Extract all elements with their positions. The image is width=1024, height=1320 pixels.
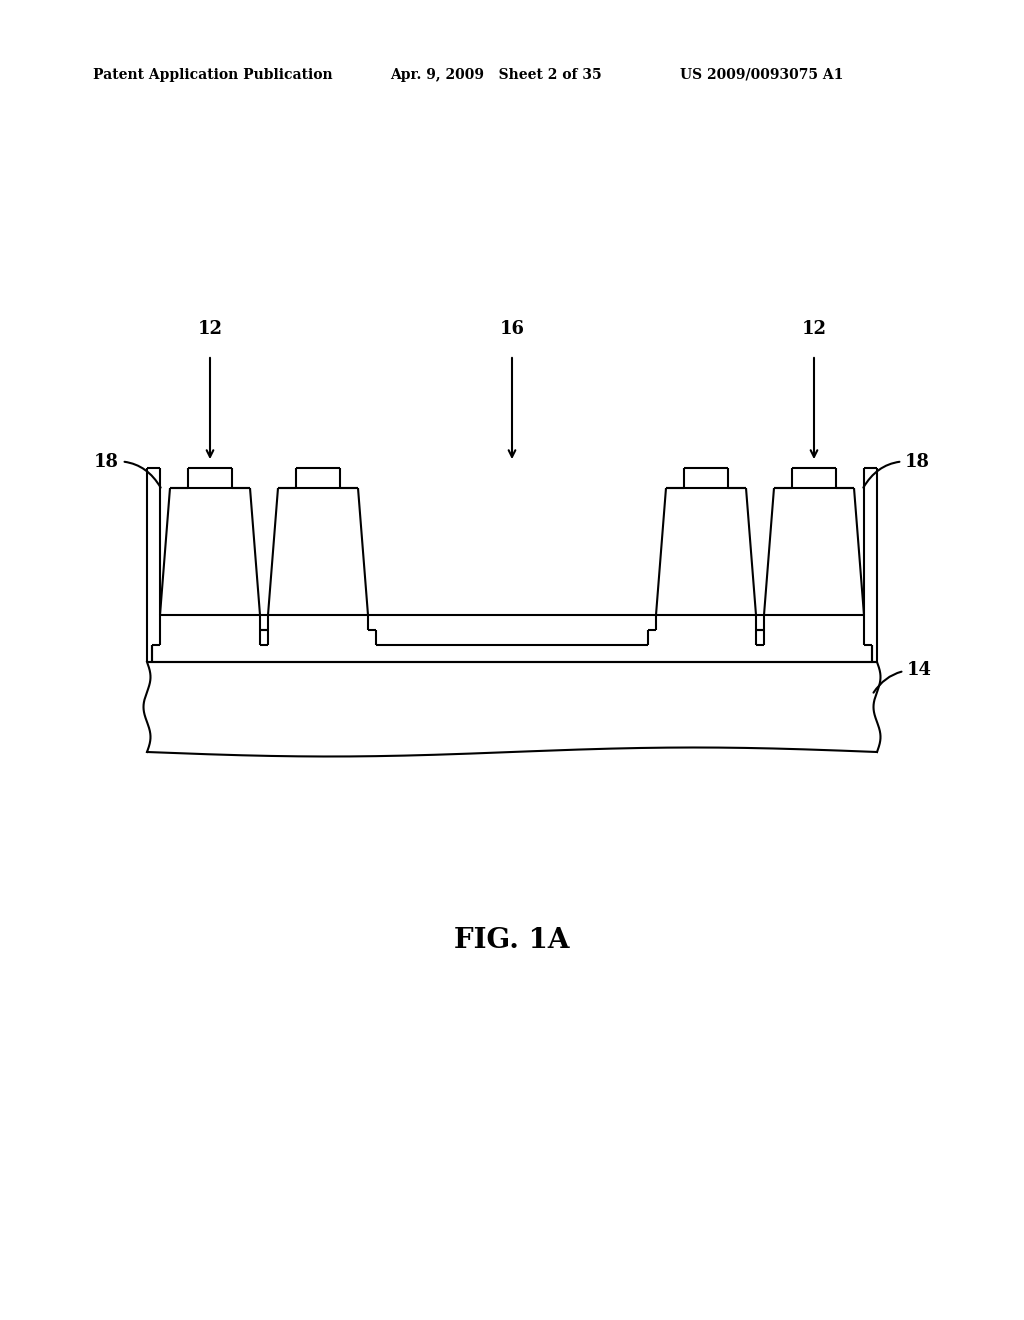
Text: 14: 14 — [873, 661, 932, 693]
Text: 12: 12 — [198, 319, 222, 338]
Text: 16: 16 — [500, 319, 524, 338]
Text: Apr. 9, 2009   Sheet 2 of 35: Apr. 9, 2009 Sheet 2 of 35 — [390, 69, 602, 82]
Text: FIG. 1A: FIG. 1A — [455, 927, 569, 953]
Text: 12: 12 — [802, 319, 826, 338]
Text: 18: 18 — [94, 453, 161, 487]
Text: US 2009/0093075 A1: US 2009/0093075 A1 — [680, 69, 844, 82]
Text: 18: 18 — [863, 453, 930, 487]
Text: Patent Application Publication: Patent Application Publication — [93, 69, 333, 82]
